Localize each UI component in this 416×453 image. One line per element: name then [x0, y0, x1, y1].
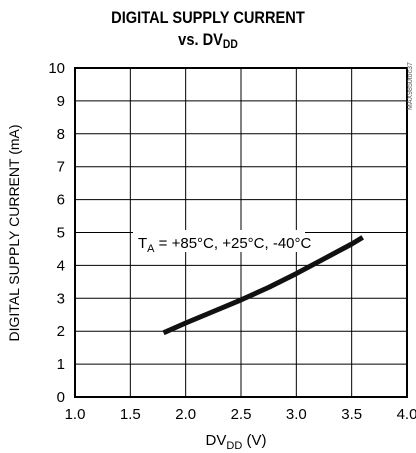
- annotation-subscript: A: [147, 243, 155, 255]
- chart-title-line1: DIGITAL SUPPLY CURRENT: [111, 8, 305, 27]
- y-tick-label: 3: [57, 290, 65, 307]
- chart-title-subscript: DD: [222, 37, 238, 51]
- x-axis-label: DVDD (V): [206, 432, 267, 452]
- x-tick-label: 1.5: [120, 406, 141, 423]
- y-tick-label: 7: [57, 159, 65, 176]
- y-tick-labels: 0 1 2 3 4 5 6 7 8 9 10: [48, 60, 65, 406]
- y-tick-label: 5: [57, 225, 65, 242]
- x-tick-label: 3.0: [286, 406, 307, 423]
- y-tick-label: 10: [48, 60, 65, 77]
- y-tick-label: 9: [57, 93, 65, 110]
- y-tick-label: 1: [57, 356, 65, 373]
- x-tick-label: 4.0: [397, 406, 416, 423]
- y-tick-label: 0: [57, 389, 65, 406]
- y-tick-label: 4: [57, 257, 65, 274]
- watermark: MAX9850toc37: [407, 62, 414, 110]
- x-tick-label: 2.5: [231, 406, 252, 423]
- x-tick-label: 2.0: [175, 406, 196, 423]
- chart-title-prefix: vs. DV: [178, 30, 223, 49]
- series-line: [162, 235, 364, 336]
- x-tick-labels: 1.0 1.5 2.0 2.5 3.0 3.5 4.0: [65, 406, 416, 423]
- x-tick-label: 3.5: [341, 406, 362, 423]
- chart-title-line2: vs. DVDD: [29, 30, 387, 54]
- y-tick-label: 6: [57, 192, 65, 209]
- y-tick-label: 8: [57, 126, 65, 143]
- annotation-text: = +85°C, +25°C, -40°C: [155, 235, 312, 252]
- y-tick-label: 2: [57, 323, 65, 340]
- x-tick-label: 1.0: [65, 406, 86, 423]
- x-axis-label-prefix: DV: [206, 432, 227, 449]
- plot-frame: [74, 67, 408, 398]
- annotation-label: TA = +85°C, +25°C, -40°C: [138, 235, 312, 255]
- annotation-prefix: T: [138, 235, 147, 252]
- annotation-background: [133, 230, 305, 252]
- x-axis-label-subscript: DD: [226, 440, 242, 452]
- y-axis-label: DIGITAL SUPPLY CURRENT (mA): [6, 124, 22, 341]
- series-group: [162, 235, 364, 336]
- x-axis-label-suffix: (V): [242, 432, 266, 449]
